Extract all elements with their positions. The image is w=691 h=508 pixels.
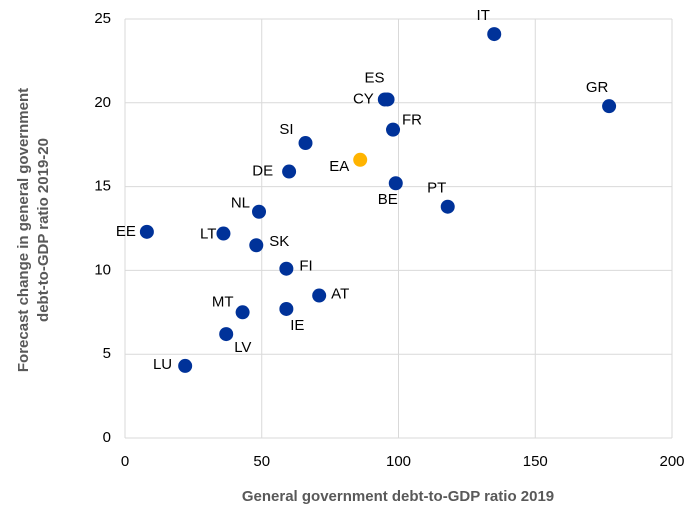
x-tick-label: 200 — [659, 453, 684, 470]
point-label: AT — [331, 286, 349, 303]
y-tick-label: 20 — [94, 94, 111, 111]
point-label: ES — [365, 69, 385, 86]
x-tick-label: 150 — [523, 453, 548, 470]
point — [440, 199, 455, 214]
point-label: BE — [378, 191, 398, 208]
point-label: DE — [252, 162, 273, 179]
point — [235, 305, 250, 320]
point — [487, 27, 502, 42]
point — [312, 288, 327, 303]
point-label: EE — [116, 223, 136, 240]
x-axis-title: General government debt-to-GDP ratio 201… — [242, 488, 554, 505]
point — [602, 99, 617, 114]
point-label: LU — [153, 356, 172, 373]
point — [353, 152, 368, 167]
point — [386, 122, 401, 137]
x-tick-label: 100 — [386, 453, 411, 470]
y-axis-title: debt-to-GDP ratio 2019-20 — [35, 138, 52, 322]
y-tick-label: 5 — [103, 345, 111, 362]
point-label: MT — [212, 293, 234, 310]
point — [219, 327, 234, 342]
point — [377, 92, 392, 107]
y-tick-label: 25 — [94, 10, 111, 27]
point — [282, 164, 297, 179]
point-label: EA — [329, 158, 349, 175]
point — [252, 204, 267, 219]
point-label: LV — [234, 339, 251, 356]
point-label: FI — [299, 258, 312, 275]
point-label: GR — [586, 79, 609, 96]
point-label: NL — [231, 195, 250, 212]
x-tick-label: 0 — [121, 453, 129, 470]
point — [388, 176, 403, 191]
point-label: SI — [279, 121, 293, 138]
point-label: LT — [200, 225, 216, 242]
point-label: PT — [427, 180, 446, 197]
point — [178, 358, 193, 373]
y-tick-label: 0 — [103, 429, 111, 446]
point — [279, 301, 294, 316]
y-tick-label: 15 — [94, 178, 111, 195]
point-label: FR — [402, 112, 422, 129]
point — [279, 261, 294, 276]
point — [298, 136, 313, 151]
point-label: IT — [477, 7, 490, 24]
point — [249, 238, 264, 253]
point-label: SK — [269, 233, 289, 250]
point — [216, 226, 231, 241]
y-axis-title: Forecast change in general government — [15, 88, 32, 372]
point-label: CY — [353, 90, 374, 107]
y-tick-label: 10 — [94, 261, 111, 278]
x-tick-label: 50 — [253, 453, 270, 470]
point-label: IE — [290, 317, 304, 334]
point — [139, 224, 154, 239]
